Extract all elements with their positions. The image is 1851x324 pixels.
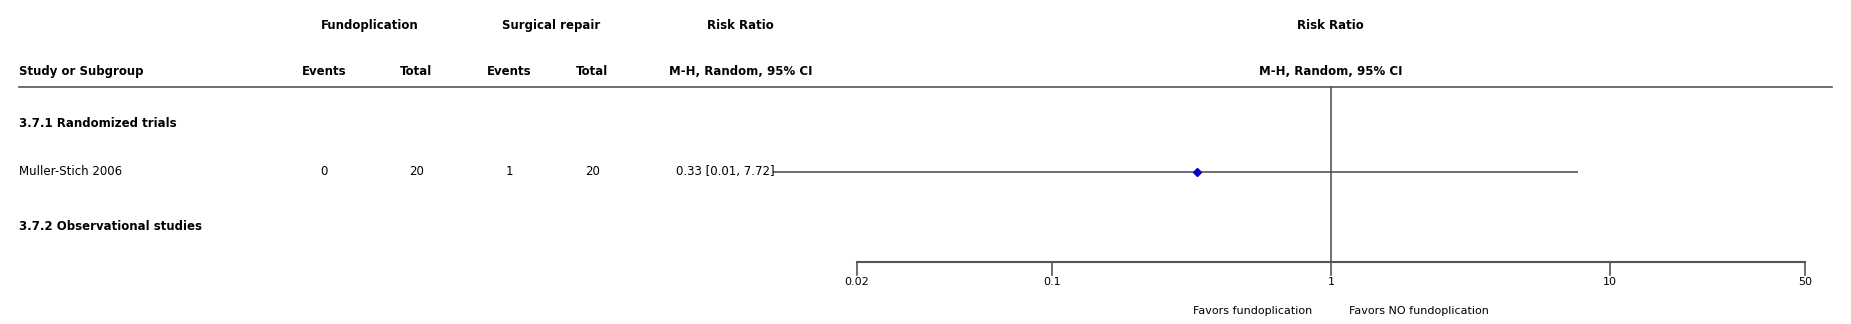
Text: M-H, Random, 95% CI: M-H, Random, 95% CI [1259, 65, 1403, 78]
Text: Favors fundoplication: Favors fundoplication [1194, 306, 1312, 316]
Text: 20: 20 [409, 165, 424, 178]
Text: 3.7.2 Observational studies: 3.7.2 Observational studies [19, 220, 202, 233]
Text: 3.7.1 Randomized trials: 3.7.1 Randomized trials [19, 117, 176, 130]
Text: M-H, Random, 95% CI: M-H, Random, 95% CI [668, 65, 813, 78]
Text: Risk Ratio: Risk Ratio [1298, 19, 1364, 32]
Text: 50: 50 [1797, 277, 1812, 287]
Text: Muller-Stich 2006: Muller-Stich 2006 [19, 165, 122, 178]
Text: Events: Events [487, 65, 531, 78]
Text: 0.33 [0.01, 7.72]: 0.33 [0.01, 7.72] [676, 165, 774, 178]
Text: Favors NO fundoplication: Favors NO fundoplication [1349, 306, 1490, 316]
Text: 1: 1 [505, 165, 513, 178]
Text: 0.1: 0.1 [1044, 277, 1061, 287]
Text: 1: 1 [1327, 277, 1335, 287]
Text: Study or Subgroup: Study or Subgroup [19, 65, 143, 78]
Text: 0: 0 [320, 165, 328, 178]
Text: Total: Total [576, 65, 609, 78]
Text: 10: 10 [1603, 277, 1616, 287]
Text: Fundoplication: Fundoplication [322, 19, 418, 32]
Text: Surgical repair: Surgical repair [502, 19, 600, 32]
Text: 0.02: 0.02 [844, 277, 870, 287]
Text: Total: Total [400, 65, 433, 78]
Text: Events: Events [302, 65, 346, 78]
Text: Risk Ratio: Risk Ratio [707, 19, 774, 32]
Text: 20: 20 [585, 165, 600, 178]
